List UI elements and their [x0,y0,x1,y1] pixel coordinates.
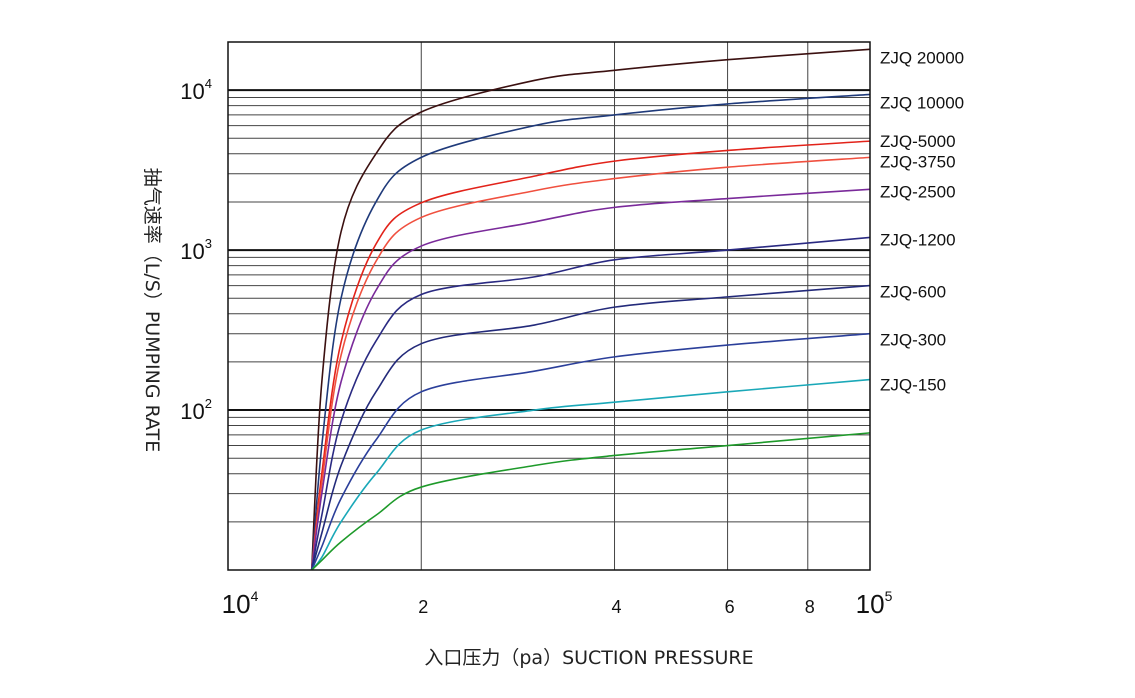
series-label: ZJQ-2500 [880,182,956,201]
series-line [310,236,871,571]
grid [228,42,870,570]
series-label: ZJQ-300 [880,331,946,350]
y-tick-label: 104 [180,76,212,104]
x-tick-label: 8 [805,597,815,617]
series-line [310,48,871,571]
y-tick-label: 102 [180,396,212,424]
x-tick-label: 2 [418,597,428,617]
series-line [310,156,871,571]
series-label: ZJQ 10000 [880,93,964,112]
series-line [310,332,871,571]
curves [310,48,871,571]
x-tick-label: 104 [222,588,259,619]
series-label: ZJQ-5000 [880,132,956,151]
series-line [311,378,871,571]
series-line [310,140,871,571]
y-axis-title: 抽气速率（L/S）PUMPING RATE [141,168,163,452]
x-tick-label: 105 [856,588,893,619]
plot-frame [227,41,871,571]
series-line [310,284,871,571]
series-label: ZJQ-600 [880,283,946,302]
y-tick-label: 103 [180,236,212,264]
series-label: ZJQ-150 [880,376,946,395]
y-tick-labels: 102 103 104 [180,76,212,424]
series-line [310,188,871,571]
series-line [310,93,871,571]
series-label: ZJQ 20000 [880,48,964,67]
series-label: ZJQ-1200 [880,230,956,249]
x-axis-title: 入口压力（pa）SUCTION PRESSURE [424,647,753,669]
x-tick-label: 6 [725,597,735,617]
x-tick-labels: 104 2 4 6 8 105 [222,588,893,619]
x-tick-label: 4 [612,597,622,617]
series-line [311,432,871,571]
series-label: ZJQ-3750 [880,152,956,171]
